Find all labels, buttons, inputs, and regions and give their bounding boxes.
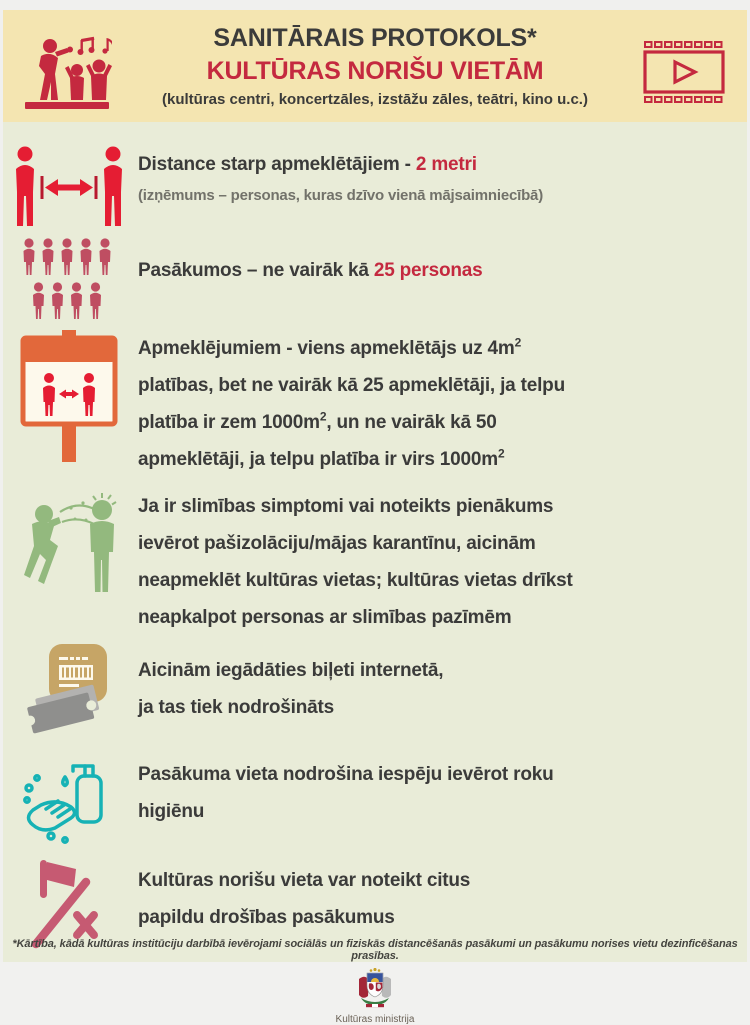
footer: Kultūras ministrija [0,962,750,1025]
protocol-item: Ja ir slimības simptomi vai noteikts pie… [0,488,750,636]
protocol-item: Aicinām iegādāties biļeti internetā, ja t… [0,642,750,734]
film-strip-icon [641,40,727,109]
protocol-item-text: Pasākumos – ne vairāk kā 25 personas [138,238,750,289]
protocol-text-line: Ja ir slimības simptomi vai noteikts pie… [138,496,554,517]
protocol-text-line: Pasākumos – ne vairāk kā 25 personas [138,260,483,281]
protocol-text-line: higiēnu [138,801,205,822]
protocol-text-line: Pasākuma vieta nodrošina iespēju ievērot… [138,764,554,785]
latvia-coat-of-arms-icon [0,967,750,1015]
protocol-item-text: Distance starp apmeklētājiem - 2 metri (i… [138,146,750,209]
distance-sign-icon [0,330,138,462]
protocol-item: Pasākumos – ne vairāk kā 25 personas [0,238,750,322]
concert-audience-icon [25,36,113,115]
footnote: *Kārtība, kādā kultūras institūciju darb… [12,938,738,962]
protocol-text-line: ja tas tiek nodrošināts [138,697,335,718]
protocol-text-line: platība ir zem 1000m2, un ne vairāk kā 5… [138,409,497,433]
protocol-text-line: Distance starp apmeklētājiem - 2 metri [138,154,477,175]
flag-rules-icon [0,856,138,952]
protocol-text-line: platības, bet ne vairāk kā 25 apmeklētāj… [138,375,565,396]
hand-hygiene-icon [0,748,138,844]
page-title: SANITĀRAIS PROTOKOLS* [213,24,537,52]
venues-note: (kultūras centri, koncertzāles, izstāžu … [162,91,588,108]
protocol-body-background [3,122,747,962]
protocol-item-text: Apmeklējumiem - viens apmeklētājs uz 4m2… [138,330,750,478]
page-subtitle: KULTŪRAS NORIŠU VIETĀM [206,57,544,85]
protocol-item: Distance starp apmeklētājiem - 2 metri (i… [0,146,750,234]
protocol-item-subtext: (izņēmums – personas, kuras dzīvo vienā … [138,187,543,204]
protocol-text-line: ievērot pašizolāciju/mājas karantīnu, ai… [138,533,536,554]
protocol-item: Pasākuma vieta nodrošina iespēju ievērot… [0,748,750,844]
online-ticket-icon [0,642,138,734]
protocol-item-text: Pasākuma vieta nodrošina iespēju ievērot… [138,748,750,830]
protocol-item: Apmeklējumiem - viens apmeklētājs uz 4m2… [0,330,750,478]
protocol-text-line: papildu drošības pasākumus [138,907,395,928]
protocol-text-line: Apmeklējumiem - viens apmeklētājs uz 4m2 [138,335,522,359]
sneeze-illness-icon [0,488,138,600]
protocol-item: Kultūras norišu vieta var noteikt citus p… [0,856,750,952]
protocol-text-line: neapmeklēt kultūras vietas; kultūras vie… [138,570,573,591]
protocol-text-line: neapkalpot personas ar slimības pazīmēm [138,607,512,628]
distance-icon [0,146,138,234]
protocol-item-text: Kultūras norišu vieta var noteikt citus p… [138,856,750,936]
protocol-text-line: apmeklētāji, ja telpu platība ir virs 10… [138,446,505,470]
protocol-text-line: Kultūras norišu vieta var noteikt citus [138,870,471,891]
header: SANITĀRAIS PROTOKOLS* KULTŪRAS NORIŠU VI… [3,10,747,122]
protocol-item-text: Aicinām iegādāties biļeti internetā, ja t… [138,642,750,726]
protocol-item-text: Ja ir slimības simptomi vai noteikts pie… [138,488,750,636]
ministry-label: Kultūras ministrija [335,1014,415,1025]
crowd-icon [0,238,138,322]
protocol-text-line: Aicinām iegādāties biļeti internetā, [138,660,444,681]
